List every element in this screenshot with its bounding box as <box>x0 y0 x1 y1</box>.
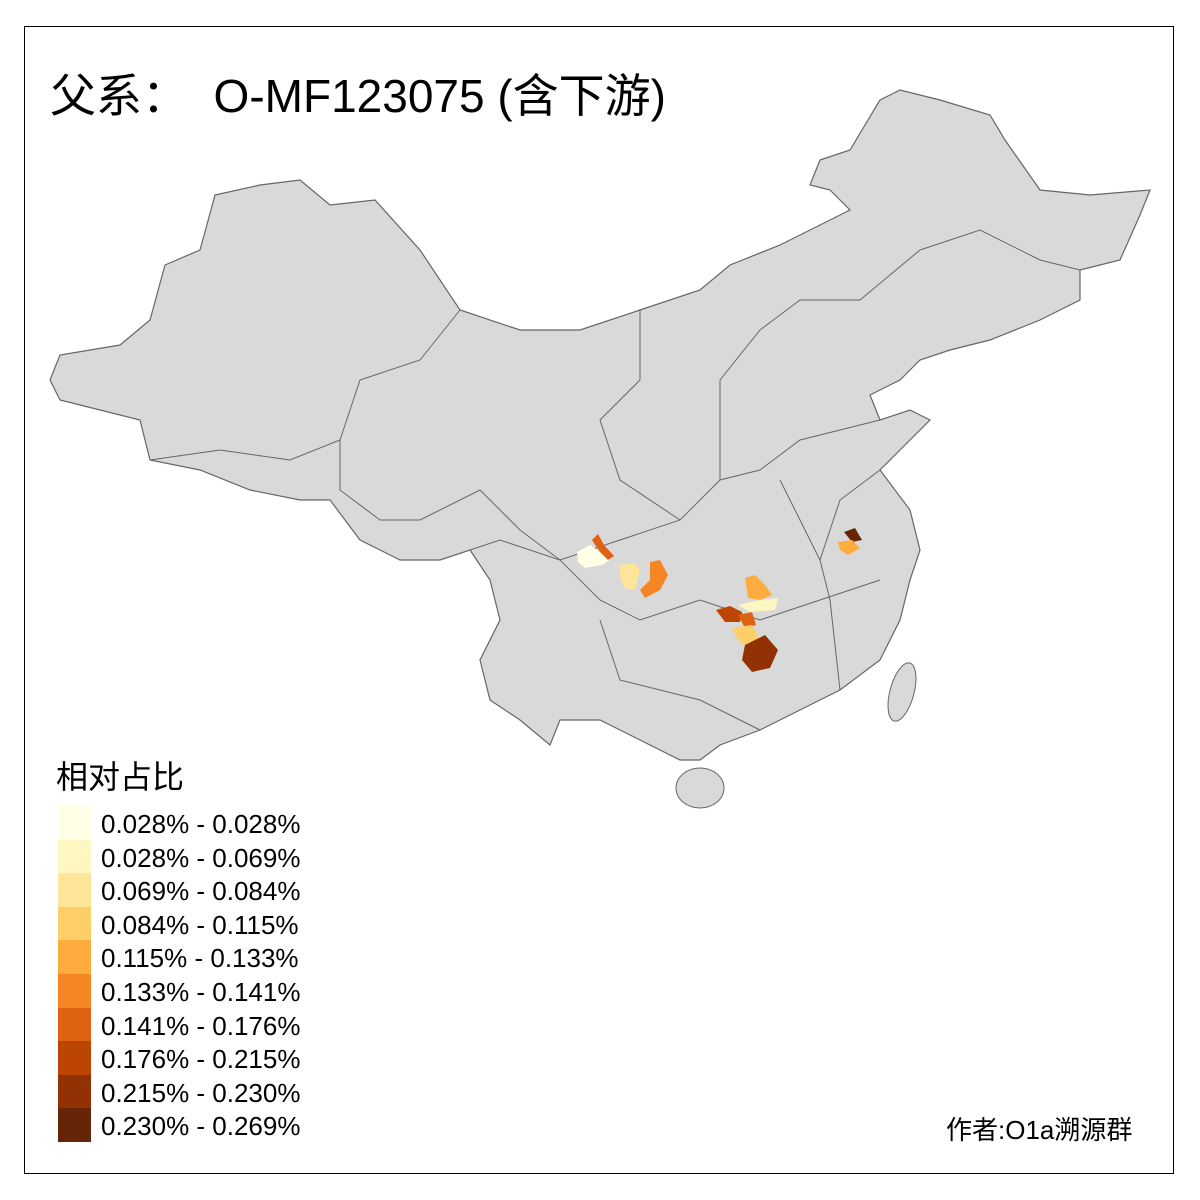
legend-swatch <box>58 1041 91 1075</box>
legend-label: 0.215% - 0.230% <box>101 1077 301 1108</box>
highlighted-region <box>620 563 640 590</box>
legend-swatch <box>58 1074 91 1109</box>
legend-item: 0.115% - 0.133% <box>58 940 358 974</box>
china-mainland <box>49 89 1151 761</box>
legend-item: 0.069% - 0.084% <box>58 873 358 907</box>
highlighted-region <box>738 598 778 612</box>
highlighted-region <box>745 575 772 600</box>
highlighted-region <box>738 612 756 628</box>
legend-label: 0.069% - 0.084% <box>101 876 301 907</box>
legend-item: 0.215% - 0.230% <box>58 1074 358 1109</box>
map-title: 父系： O-MF123075 (含下游) <box>50 70 666 122</box>
legend-swatch <box>58 806 91 840</box>
legend-label: 0.141% - 0.176% <box>101 1010 301 1041</box>
legend-swatch <box>58 906 91 941</box>
hainan-island <box>675 767 725 809</box>
legend-swatch <box>58 839 91 874</box>
legend-label: 0.115% - 0.133% <box>101 943 299 974</box>
map-frame <box>24 26 1174 1174</box>
highlighted-region <box>742 635 778 672</box>
highlighted-region <box>716 606 742 622</box>
legend-label: 0.230% - 0.269% <box>101 1111 301 1142</box>
highlighted-region <box>838 540 860 555</box>
legend-swatch <box>58 1108 91 1142</box>
legend-item: 0.141% - 0.176% <box>58 1007 358 1042</box>
highlighted-region <box>577 545 610 568</box>
taiwan-island <box>887 662 917 722</box>
legend-title: 相对占比 <box>56 758 185 796</box>
legend-swatch <box>58 940 91 974</box>
legend-item: 0.133% - 0.141% <box>58 974 358 1008</box>
legend-item: 0.028% - 0.069% <box>58 839 358 874</box>
legend-item: 0.028% - 0.028% <box>58 806 358 840</box>
legend-label: 0.084% - 0.115% <box>101 909 299 940</box>
legend-item: 0.176% - 0.215% <box>58 1041 358 1075</box>
highlighted-region <box>844 528 862 542</box>
legend-swatch <box>58 974 91 1008</box>
legend-label: 0.028% - 0.069% <box>101 842 301 873</box>
highlighted-region <box>640 560 668 598</box>
legend-label: 0.176% - 0.215% <box>101 1044 301 1075</box>
legend-label: 0.028% - 0.028% <box>101 809 301 839</box>
legend-swatch <box>58 1007 91 1042</box>
legend-item: 0.084% - 0.115% <box>58 906 358 941</box>
legend-item: 0.230% - 0.269% <box>58 1108 358 1142</box>
legend-swatch <box>58 873 91 907</box>
author-credit: 作者:O1a溯源群 <box>946 1115 1133 1145</box>
legend-label: 0.133% - 0.141% <box>101 977 301 1007</box>
highlighted-region <box>592 534 614 560</box>
